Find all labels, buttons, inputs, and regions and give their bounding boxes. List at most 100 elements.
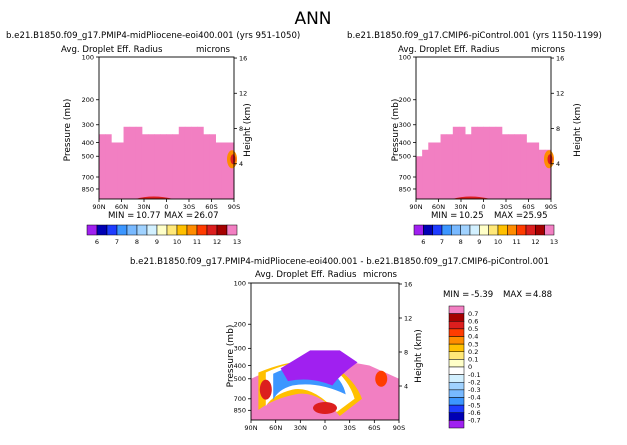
field-cell [465,134,472,199]
colorbar-box [448,389,465,398]
y-tick-label: 300 [82,121,94,129]
diff-min-label: MIN = [443,290,469,300]
colorbar-label: 11 [193,238,201,246]
diff-plot-area [250,282,400,421]
y-tick-label: 400 [234,362,246,370]
field-cell [422,149,429,199]
colorbar-box [535,224,545,236]
colorbar-box [441,224,452,236]
y-tick-right-label: 4 [556,160,560,168]
field-cell [215,142,223,199]
colorbar-box [525,224,536,236]
colorbar-box [136,224,148,236]
field-cell [203,134,210,199]
colorbar-label: -0.6 [468,409,481,417]
colorbar-box [507,224,517,236]
colorbar-label: -0.4 [468,394,481,402]
field-cell [520,134,527,199]
field-cell [440,134,448,199]
colorbar-label: 10 [494,238,502,246]
x-tick-label: 60S [368,424,380,432]
colorbar-label: 0.7 [468,310,478,318]
y-tick-right-label: 4 [239,160,243,168]
right-y-axis: 100 200 300 400 500 700 850 [399,53,416,193]
y-tick-label: 100 [234,279,246,287]
diff-x-axis: 90N 60N 30N 0 30S 60S 90S [244,420,405,432]
colorbar-label: 7 [115,238,119,246]
y-tick-right-label: 8 [239,125,243,133]
field-cell [477,126,484,199]
right-plot-area [415,56,554,200]
x-tick-label: 0 [323,424,327,432]
field-cell [452,126,460,199]
right-colorbar: 6 7 8 9 10 11 12 13 [413,224,558,246]
colorbar-box [448,343,465,352]
y-tick-label: 850 [399,185,411,193]
x-tick-label: 60S [522,203,534,211]
y-tick-label: 100 [399,53,411,61]
colorbar-box [166,224,178,236]
colorbar-box [146,224,158,236]
field-cell [184,126,192,199]
field-cell [154,134,161,199]
edge-max-core [230,154,236,165]
left-ylabel-right: Height (km) [243,103,253,157]
diff-max-value: 4.88 [533,290,552,300]
colorbar-label: 8 [135,238,139,246]
left-colorbar: 6 7 8 9 10 11 12 13 [86,224,241,246]
field-cell [471,126,478,199]
y-tick-label: 200 [82,96,94,104]
right-max-value: 25.95 [523,211,548,221]
y-tick-label: 300 [234,345,246,353]
y-tick-label: 400 [399,139,411,147]
left-y-axis-right: 16 12 8 4 [234,54,247,168]
diff-plot-title: Avg. Droplet Eff. Radius [255,270,357,280]
colorbar-box [544,224,555,236]
right-ylabel-right: Height (km) [573,103,583,157]
field-cell [135,126,143,199]
colorbar-box [106,224,118,236]
diff-units: microns [363,270,398,280]
right-max-label: MAX = [494,211,523,221]
x-tick-label: 0 [481,203,485,211]
left-max-label: MAX = [164,211,193,221]
colorbar-box [448,351,465,360]
colorbar-box [126,224,138,236]
colorbar-box [497,224,508,236]
x-tick-label: 90S [545,203,557,211]
colorbar-label: 12 [531,238,539,246]
colorbar-label: 13 [550,238,558,246]
colorbar-box [448,359,465,368]
y-tick-label: 300 [399,121,411,129]
colorbar-box [516,224,527,236]
field-cell [446,134,454,199]
field-cell [117,142,124,199]
y-tick-right-label: 12 [404,314,412,322]
field-cell [209,134,216,199]
right-plot-title: Avg. Droplet Eff. Radius [398,45,500,55]
left-max-value: 26.07 [194,211,219,221]
field-cell [501,134,509,199]
field-cell [495,126,503,199]
colorbar-box [460,224,471,236]
field-cell [197,126,204,199]
y-tick-label: 400 [82,139,94,147]
field-cell [483,126,491,199]
y-tick-label: 850 [82,185,94,193]
field-cell [227,142,235,199]
right-case-label: b.e21.B1850.f09_g17.CMIP6-piControl.001 … [347,31,602,41]
x-tick-label: 90N [409,203,422,211]
field-cell [428,142,435,199]
x-tick-label: 30S [500,203,512,211]
right-min-value: 10.25 [459,211,484,221]
x-tick-label: 0 [164,203,168,211]
y-tick-right-label: 16 [556,54,564,62]
right-x-axis: 90N 60N 30N 0 30S 60S 90S [409,199,557,211]
colorbar-label: 6 [421,238,425,246]
right-panel: b.e21.B1850.f09_g17.CMIP6-piControl.001 … [347,31,602,246]
colorbar-box [448,328,465,337]
colorbar-label: 8 [459,238,463,246]
colorbar-box [448,404,465,413]
left-min-value: 10.77 [136,211,161,221]
